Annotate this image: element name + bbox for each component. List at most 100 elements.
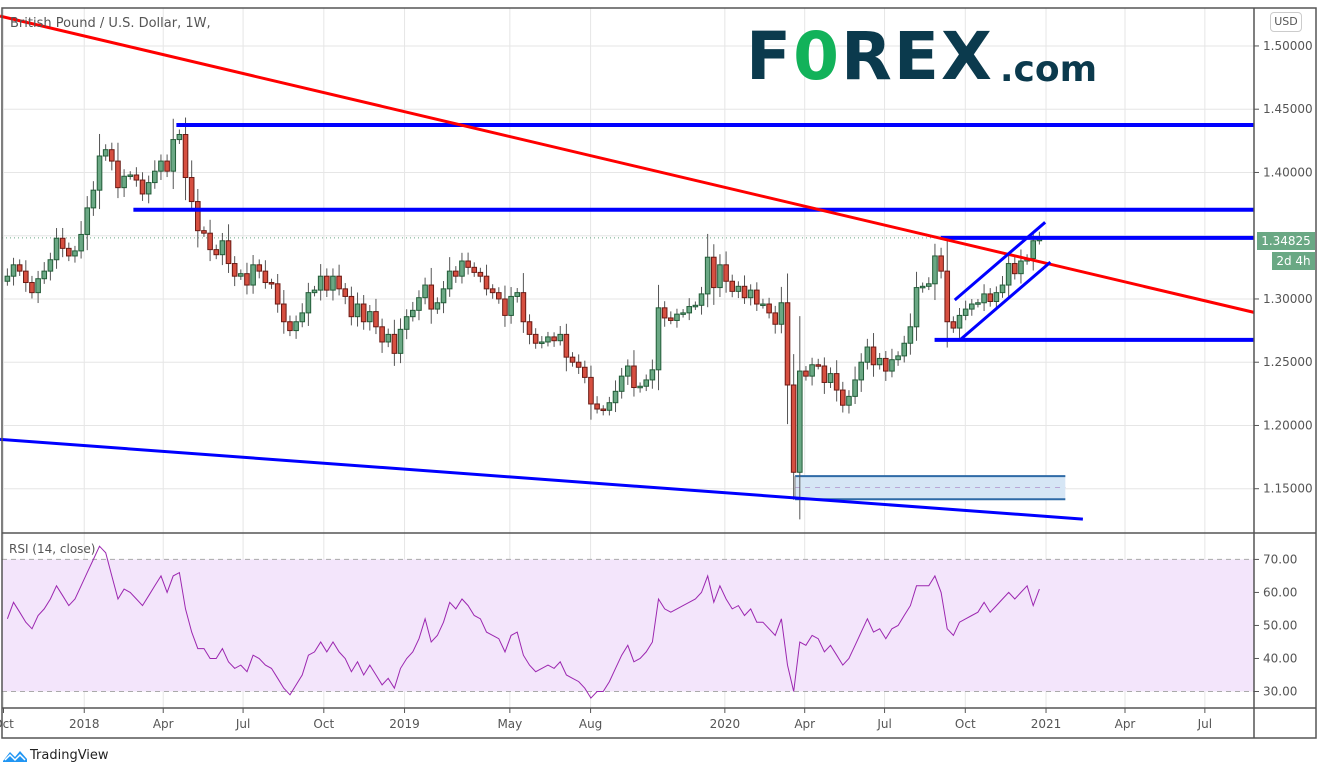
candle xyxy=(1011,256,1018,280)
candle-body xyxy=(692,304,699,308)
candle-body xyxy=(803,370,809,377)
candle xyxy=(182,117,189,201)
candle xyxy=(403,309,410,340)
candle-body xyxy=(668,317,674,321)
candle-body xyxy=(440,288,447,304)
candle xyxy=(330,268,336,301)
candle-body xyxy=(360,303,367,323)
candle-body xyxy=(342,288,349,297)
candle xyxy=(846,390,852,414)
tradingview-brand[interactable]: TradingView xyxy=(2,748,109,763)
candle xyxy=(360,295,367,330)
x-tick-label: Apr xyxy=(1115,717,1136,731)
candle xyxy=(778,286,785,334)
candle-body xyxy=(53,237,60,261)
candle xyxy=(53,228,60,269)
candle-body xyxy=(489,288,496,294)
candle-body xyxy=(969,303,975,310)
candle xyxy=(582,360,588,384)
candle-body xyxy=(262,270,269,284)
candle-body xyxy=(993,292,1000,302)
candle xyxy=(440,281,447,314)
candle-body xyxy=(883,357,889,372)
candle xyxy=(840,381,846,413)
candle-body xyxy=(109,149,115,162)
candle-body xyxy=(446,270,453,290)
currency-button[interactable]: USD xyxy=(1270,12,1302,32)
candle-body xyxy=(987,293,994,302)
rsi-title[interactable]: RSI (14, close) xyxy=(9,542,96,556)
candle xyxy=(852,366,858,405)
candle-body xyxy=(195,201,201,232)
candle xyxy=(938,247,944,279)
x-tick-label: 2021 xyxy=(1031,717,1062,731)
y-tick-label: 1.20000 xyxy=(1263,418,1313,432)
candle-body xyxy=(410,309,416,318)
candle xyxy=(508,287,514,324)
candle xyxy=(686,298,693,321)
y-tick-label: 1.25000 xyxy=(1263,355,1313,369)
candle-body xyxy=(238,273,244,277)
x-tick-label: 2020 xyxy=(710,717,741,731)
candle xyxy=(895,351,901,366)
logo-text: F0REX xyxy=(746,18,994,95)
candle-body xyxy=(625,365,631,377)
candle-body xyxy=(821,365,828,383)
candle xyxy=(385,328,392,348)
candle xyxy=(367,305,373,331)
candle-body xyxy=(158,160,164,172)
candle xyxy=(747,284,754,306)
candle xyxy=(833,360,840,402)
candle xyxy=(489,284,496,299)
candle xyxy=(379,318,385,353)
candle xyxy=(354,292,361,327)
candle xyxy=(631,350,637,397)
candle-body xyxy=(201,230,207,234)
candle-body xyxy=(827,373,834,383)
candle xyxy=(563,323,570,372)
candle xyxy=(784,273,791,425)
candle xyxy=(311,285,318,297)
candle-body xyxy=(870,346,877,366)
candle-body xyxy=(907,326,914,344)
candle-body xyxy=(311,289,318,294)
candle xyxy=(453,266,459,283)
candle xyxy=(981,284,987,312)
candle xyxy=(225,224,232,273)
x-tick-label: Jul xyxy=(1197,717,1212,731)
candle xyxy=(754,282,760,311)
candle-body xyxy=(72,250,78,257)
candle-body xyxy=(502,298,508,316)
candle xyxy=(766,297,772,319)
x-tick-label: Oct xyxy=(0,717,14,731)
candle xyxy=(692,301,699,310)
candle xyxy=(391,319,398,366)
candle-body xyxy=(35,278,41,294)
candle-body xyxy=(938,255,944,272)
candle xyxy=(256,259,263,279)
candle-body xyxy=(434,302,441,310)
candle-body xyxy=(962,308,969,316)
candle xyxy=(913,271,920,341)
bar-countdown-label: 2d 4h xyxy=(1272,252,1315,270)
candle-body xyxy=(96,155,103,191)
candle-body xyxy=(244,273,250,286)
rsi-y-tick-label: 30.00 xyxy=(1263,684,1297,698)
candle-body xyxy=(29,282,35,294)
candle-body xyxy=(66,247,72,257)
candle-body xyxy=(766,303,772,314)
candle-body xyxy=(47,259,54,272)
candle-body xyxy=(250,264,256,286)
candle-body xyxy=(778,302,785,325)
candle-body xyxy=(950,321,957,329)
candle-body xyxy=(618,375,625,392)
candle xyxy=(348,286,355,326)
logo-domain: .com xyxy=(999,49,1098,90)
candle xyxy=(858,353,865,392)
candle-body xyxy=(330,275,336,291)
candle xyxy=(741,275,748,304)
x-tick-label: 2019 xyxy=(389,717,420,731)
candle-body xyxy=(926,283,932,287)
candle-body xyxy=(846,395,852,406)
